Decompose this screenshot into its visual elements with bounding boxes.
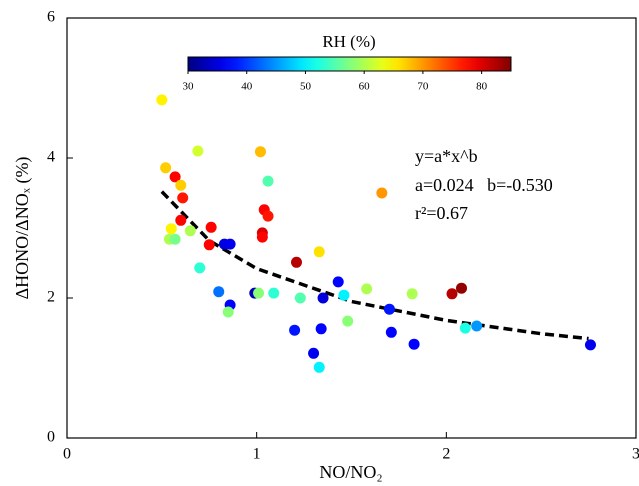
y-tick-label: 0 — [47, 429, 55, 446]
plot-frame — [66, 17, 637, 439]
data-point — [262, 210, 274, 222]
data-point — [160, 162, 172, 174]
data-point — [222, 306, 234, 318]
data-point — [383, 303, 395, 315]
data-point — [308, 347, 320, 359]
data-point — [205, 221, 217, 233]
data-point — [294, 292, 306, 304]
data-point — [342, 315, 354, 327]
x-tick-label: 1 — [253, 446, 261, 463]
data-point — [471, 320, 483, 332]
data-point — [256, 231, 268, 243]
data-point — [385, 326, 397, 338]
x-tick-label: 3 — [632, 446, 639, 463]
data-point — [192, 145, 204, 157]
data-point — [332, 276, 344, 288]
data-point — [156, 94, 168, 106]
annotation: y=a*x^b — [415, 146, 478, 166]
x-tick-label: 0 — [63, 446, 71, 463]
y-tick-label: 6 — [47, 9, 55, 26]
colorbar-tick-label: 70 — [417, 81, 429, 93]
x-tick-label: 2 — [442, 446, 450, 463]
annotation: a=0.024 b=-0.530 — [415, 175, 553, 195]
y-tick-label: 4 — [47, 149, 55, 166]
data-point — [313, 246, 325, 258]
data-point — [584, 339, 596, 351]
annotation: r²=0.67 — [415, 203, 468, 223]
data-point — [313, 361, 325, 373]
data-point — [175, 179, 187, 191]
data-point — [408, 338, 420, 350]
data-point — [175, 214, 187, 226]
colorbar-tick-label: 80 — [476, 81, 488, 93]
data-point — [253, 287, 265, 299]
data-point — [194, 262, 206, 274]
data-point — [268, 287, 280, 299]
data-point — [289, 324, 301, 336]
data-point — [224, 238, 236, 250]
data-point — [262, 175, 274, 187]
colorbar-tick-label: 50 — [300, 81, 312, 93]
data-point — [317, 292, 329, 304]
colorbar-tick-label: 60 — [359, 81, 371, 93]
data-point — [169, 171, 181, 183]
colorbar-title: RH (%) — [322, 32, 375, 51]
data-point — [290, 256, 302, 268]
y-tick-label: 2 — [47, 289, 55, 306]
data-point — [446, 288, 458, 300]
y-axis-label: ΔHONO/ΔNOₓ (%) — [12, 157, 33, 300]
data-point — [177, 192, 189, 204]
x-axis-label: NO/NO₂ — [319, 462, 382, 482]
data-point — [203, 239, 215, 251]
data-point — [361, 283, 373, 295]
colorbar — [187, 56, 512, 72]
data-point — [338, 289, 350, 301]
data-point — [376, 187, 388, 199]
data-point — [169, 233, 181, 245]
data-point — [213, 286, 225, 298]
data-point — [184, 225, 196, 237]
colorbar-tick-label: 40 — [241, 81, 253, 93]
data-point — [165, 223, 177, 235]
colorbar-tick-label: 30 — [183, 81, 195, 93]
data-point — [456, 282, 468, 294]
data-point — [459, 322, 471, 334]
data-point — [254, 146, 266, 158]
data-point — [315, 323, 327, 335]
data-point — [406, 288, 418, 300]
